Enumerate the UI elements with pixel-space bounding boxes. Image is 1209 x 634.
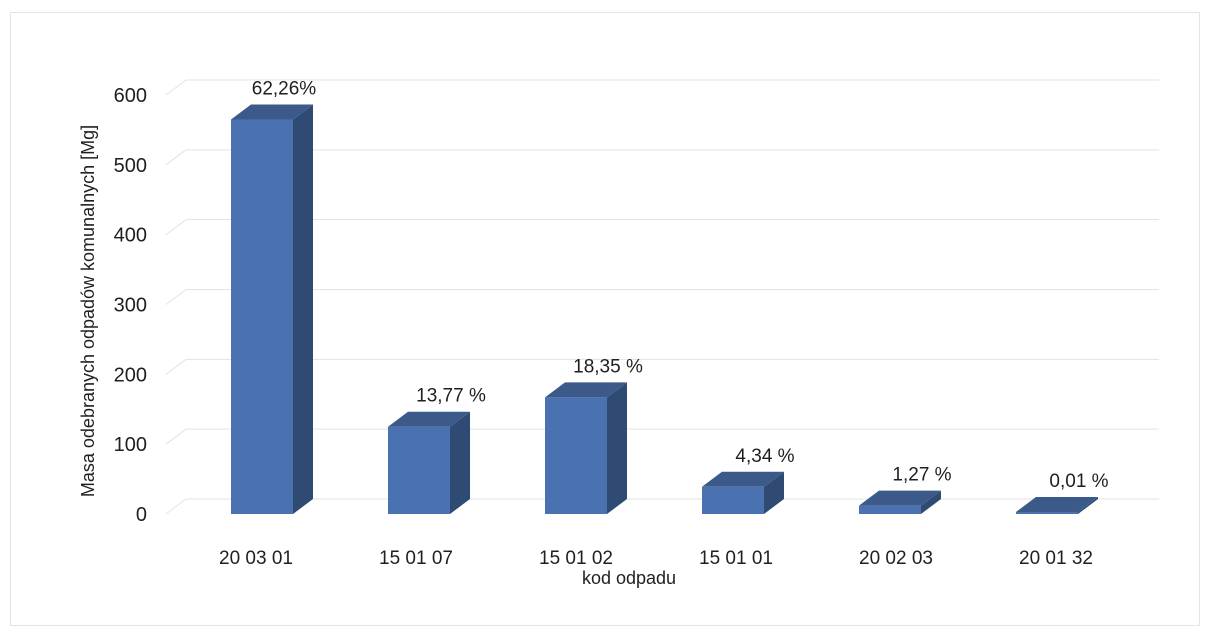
bar-15-01-07 (388, 411, 470, 514)
y-tick-label: 200 (114, 364, 147, 386)
gridline-depth (165, 358, 187, 375)
bar-top (702, 471, 784, 487)
bar-chart: 0 100 200 300 400 500 600 62,26% 13,77 % 18,35 %… (78, 78, 1159, 588)
gridline-depth (165, 289, 187, 305)
bar-front (388, 426, 450, 514)
bar-side (764, 471, 784, 514)
data-label: 0,01 % (1049, 471, 1108, 492)
gridline-depth (165, 498, 187, 515)
bar-front (545, 397, 607, 514)
y-tick-label: 500 (114, 155, 147, 177)
x-tick-label: 15 01 07 (379, 548, 453, 569)
x-axis-title: kod odpadu (582, 568, 676, 588)
gridline-depth (165, 149, 187, 166)
bar-side (1078, 497, 1098, 514)
bar-side (450, 411, 470, 514)
bar-top (388, 411, 470, 427)
x-tick-label: 20 01 32 (1019, 548, 1093, 569)
y-tick-label: 600 (114, 85, 147, 107)
bar-side (607, 382, 627, 514)
y-tick-label: 0 (136, 504, 147, 526)
bar-front (702, 486, 764, 514)
data-label: 13,77 % (416, 386, 486, 407)
bar-top (859, 490, 941, 506)
gridlines (165, 79, 1159, 515)
bar-front (859, 505, 921, 514)
bar-15-01-02 (545, 382, 627, 514)
data-labels: 62,26% 13,77 % 18,35 % 4,34 % 1,27 % 0,01 % (252, 78, 1109, 492)
bar-top (231, 104, 313, 120)
bar-20-02-03 (859, 490, 941, 514)
gridline-depth (165, 219, 187, 236)
bar-front (231, 119, 293, 515)
gridline-depth (165, 428, 187, 445)
chart-frame: 0 100 200 300 400 500 600 62,26% 13,77 % 18,35 %… (10, 12, 1200, 626)
y-axis-title: Masa odebranych odpadów komunalnych [Mg] (78, 125, 98, 497)
bar-top (545, 382, 627, 398)
bar-20-01-32 (1016, 497, 1098, 514)
y-tick-label: 300 (114, 295, 147, 317)
bar-front (1016, 512, 1078, 514)
data-label: 1,27 % (892, 465, 951, 486)
data-label: 62,26% (252, 78, 317, 99)
y-axis-ticks: 0 100 200 300 400 500 600 (114, 85, 147, 526)
bars (231, 104, 1098, 515)
x-tick-label: 20 02 03 (859, 548, 933, 569)
bar-top (1016, 497, 1098, 512)
bar-15-01-01 (702, 471, 784, 514)
y-tick-label: 400 (114, 225, 147, 247)
x-tick-label: 15 01 02 (539, 548, 613, 569)
x-axis-ticks: 20 03 01 15 01 07 15 01 02 15 01 01 20 02 03… (219, 548, 1093, 569)
data-label: 4,34 % (735, 446, 794, 467)
y-tick-label: 100 (114, 434, 147, 456)
x-tick-label: 20 03 01 (219, 548, 293, 569)
x-tick-label: 15 01 01 (699, 548, 773, 569)
gridline-depth (165, 79, 187, 96)
bar-side (921, 490, 941, 514)
bar-side (293, 104, 313, 515)
bar-20-03-01 (231, 104, 313, 515)
data-label: 18,35 % (573, 356, 643, 377)
